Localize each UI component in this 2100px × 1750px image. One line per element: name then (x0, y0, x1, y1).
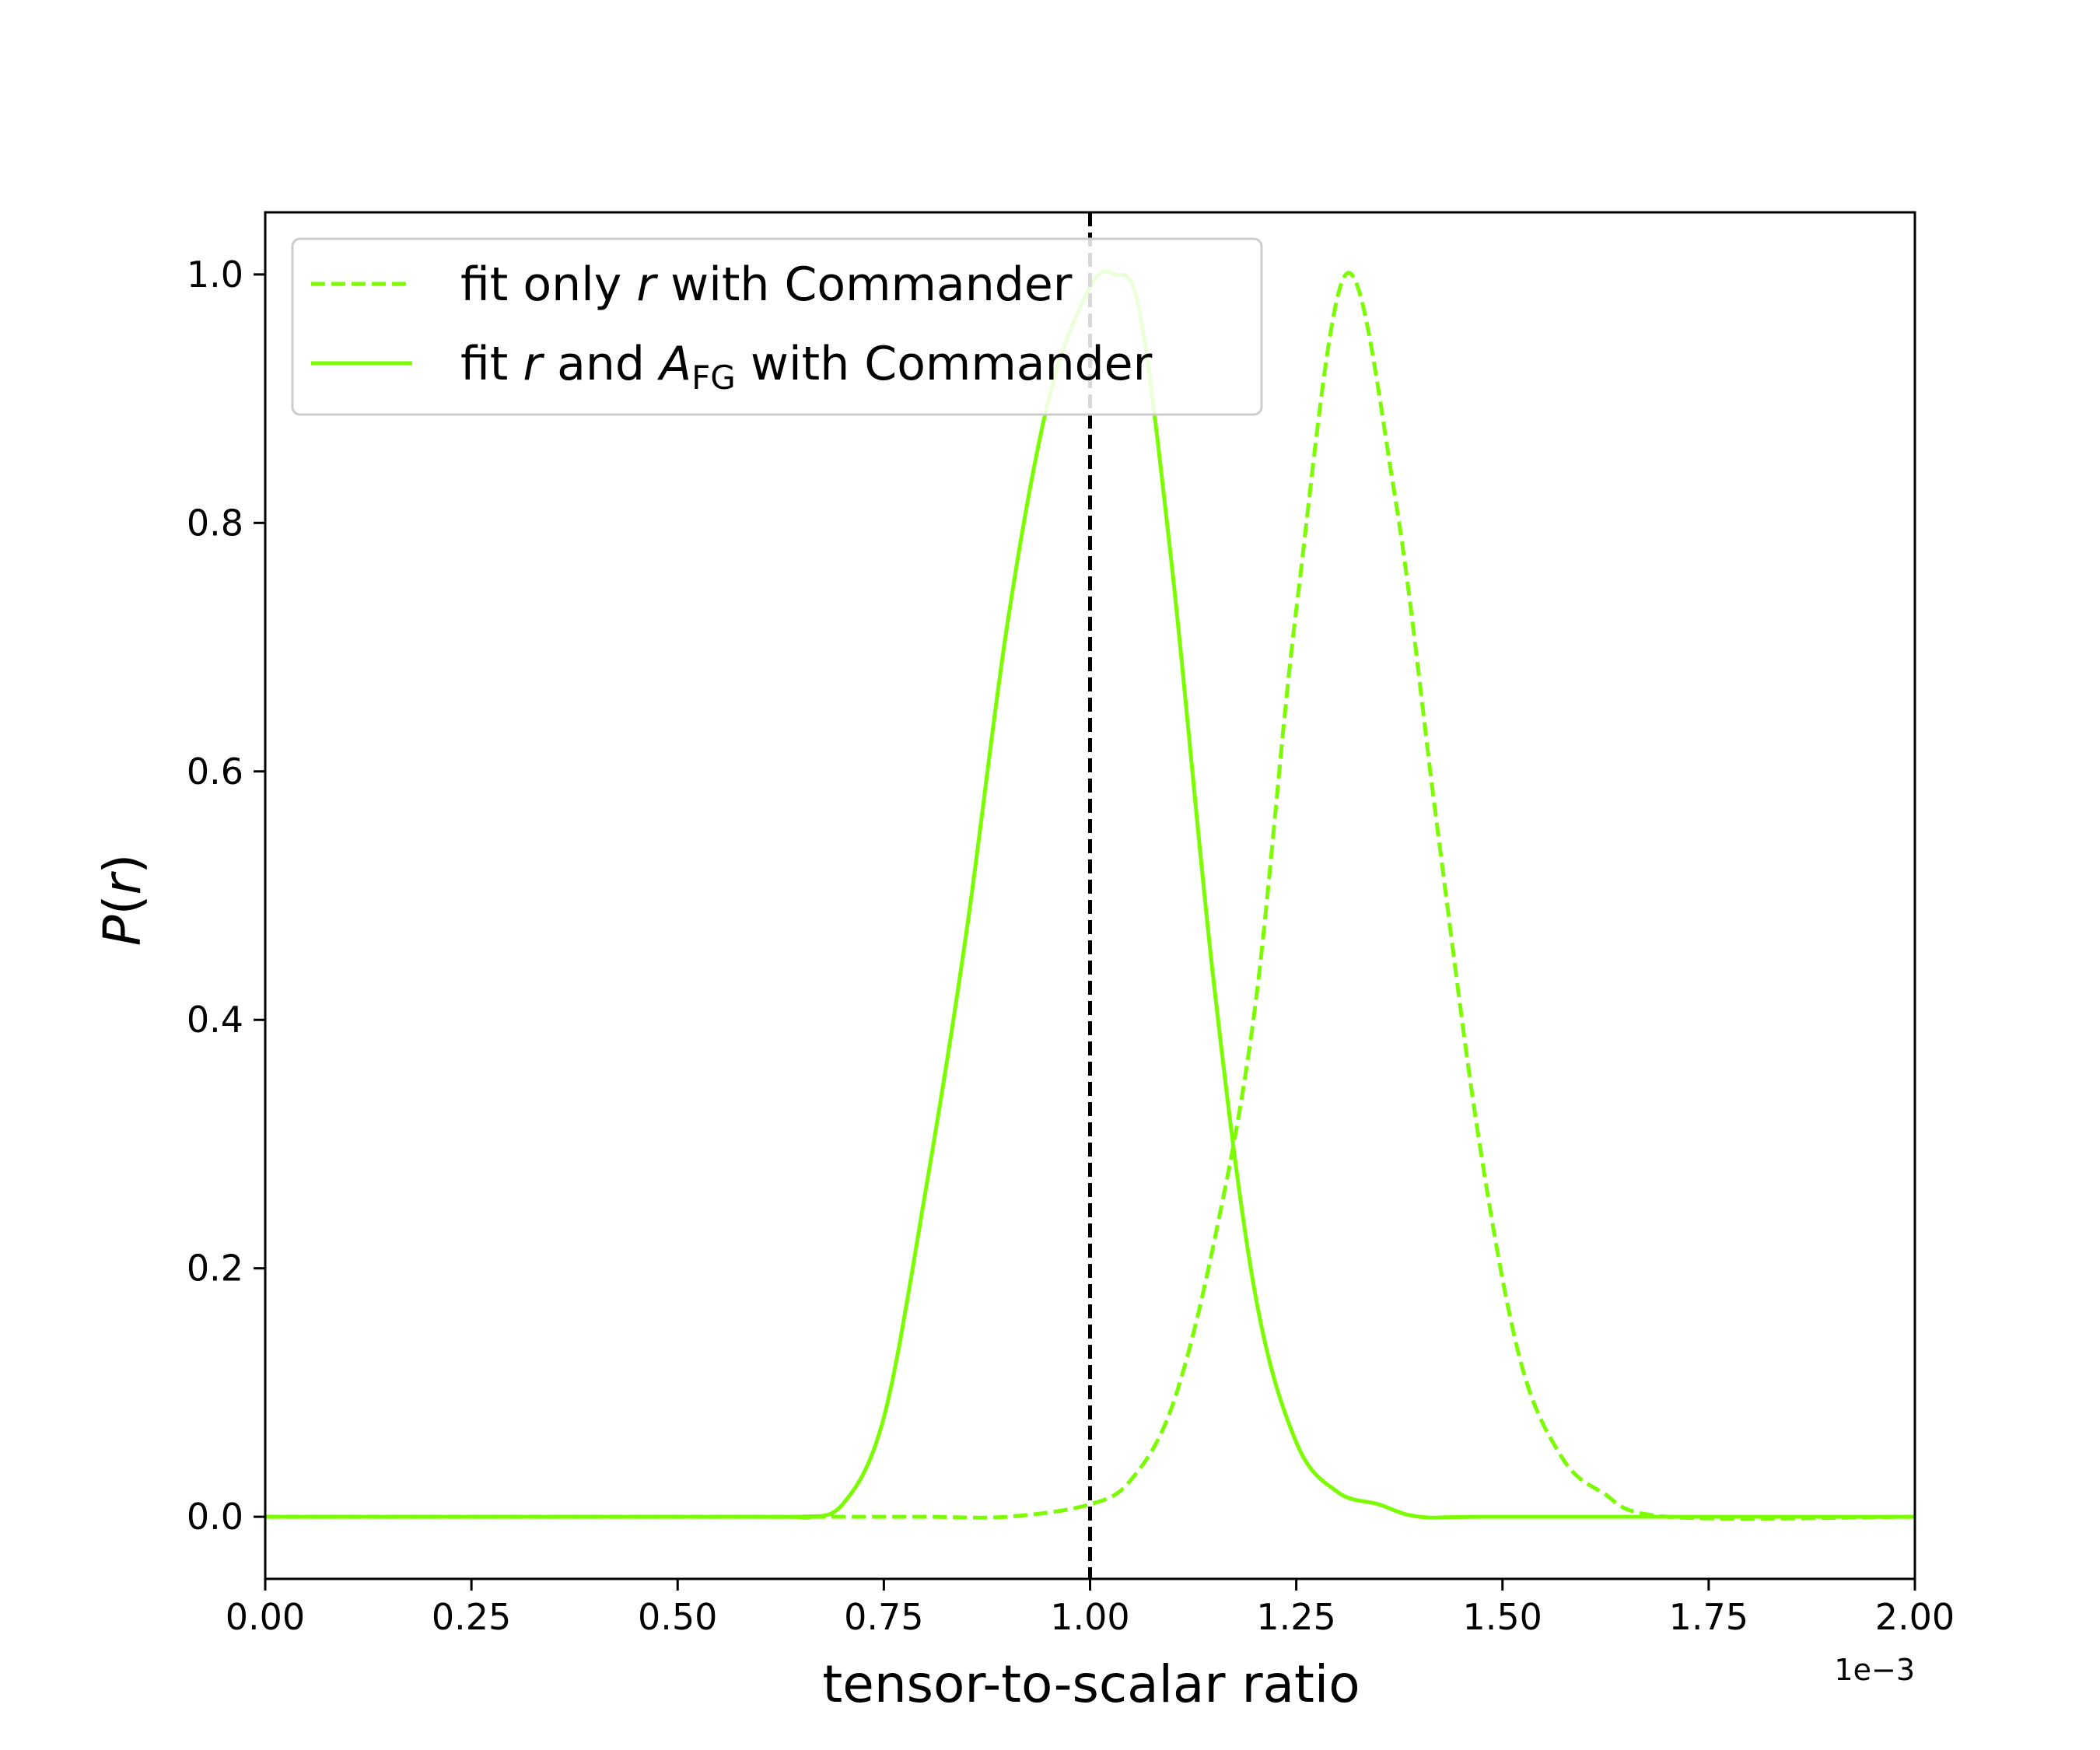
x-tick-label: 0.50 (638, 1596, 717, 1638)
y-tick-label: 0.8 (187, 502, 243, 544)
y-tick-label: 0.4 (187, 999, 243, 1041)
legend-entry-fit-only-r: fit only r with Commander (460, 257, 1073, 312)
plot-area (264, 211, 1916, 1580)
legend: fit only r with Commander fit r and AFG … (291, 237, 1263, 416)
y-axis-label-open-paren: ( (93, 895, 152, 915)
x-axis-label: tensor-to-scalar ratio (822, 1654, 1360, 1714)
x-tick-label: 1.00 (1050, 1596, 1129, 1638)
x-tick-label: 2.00 (1875, 1596, 1955, 1638)
y-tick-label: 0.6 (187, 751, 243, 793)
y-axis-label-variable: r (93, 871, 152, 895)
y-tick-label: 0.2 (187, 1248, 243, 1290)
y-axis-label-close-paren: ) (93, 854, 152, 874)
x-tick-label: 1.50 (1463, 1596, 1542, 1638)
x-axis-offset-label: 1e−3 (1834, 1653, 1915, 1687)
legend-entry-fit-r-and-afg: fit r and AFG with Commander (460, 337, 1153, 397)
legend-box (291, 237, 1263, 416)
y-tick-label: 0.0 (187, 1496, 243, 1538)
x-axis: 0.00 0.25 0.50 0.75 1.00 1.25 1.50 1.75 2.00 (226, 1579, 1955, 1638)
x-tick-label: 0.00 (226, 1596, 305, 1638)
x-tick-label: 0.25 (432, 1596, 511, 1638)
x-tick-label: 1.25 (1256, 1596, 1335, 1638)
series-line-dashed (265, 271, 1916, 1521)
y-tick-label: 1.0 (187, 254, 243, 296)
x-tick-label: 0.75 (844, 1596, 923, 1638)
y-axis: 0.0 0.2 0.4 0.6 0.8 1.0 (187, 254, 265, 1538)
x-tick-label: 1.75 (1669, 1596, 1748, 1638)
y-axis-label: P(r) (93, 854, 152, 946)
y-axis-label-symbol: P (93, 915, 152, 946)
